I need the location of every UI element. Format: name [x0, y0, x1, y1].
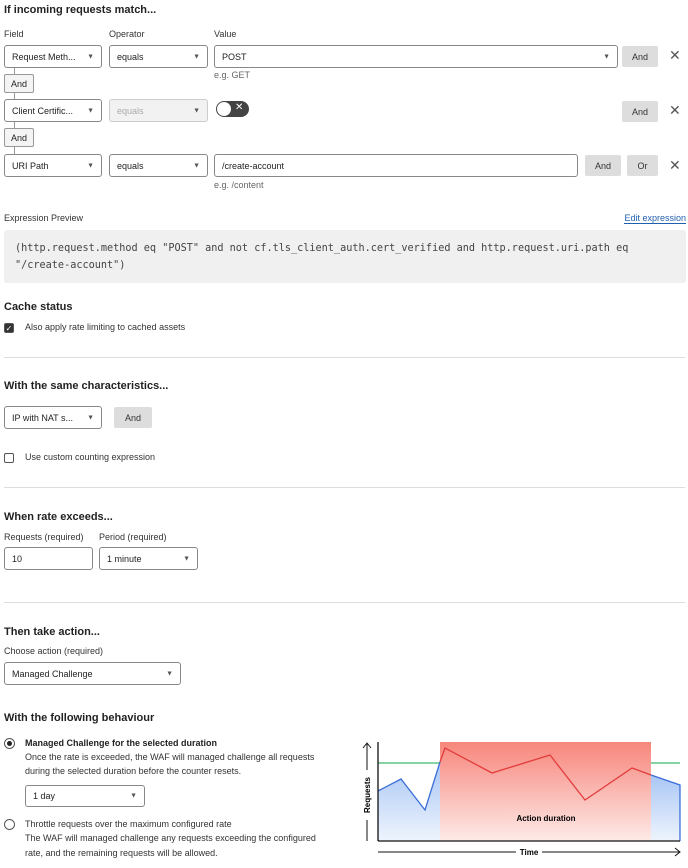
field-select-1[interactable]: Request Meth... ▼	[4, 45, 102, 68]
caret-down-icon: ▼	[193, 107, 200, 114]
cache-title: Cache status	[4, 301, 73, 313]
requests-line-normal	[650, 774, 681, 841]
caret-down-icon: ▼	[87, 414, 94, 421]
action-title: Then take action...	[4, 626, 100, 638]
value-text: POST	[222, 51, 247, 62]
option1-desc: Once the rate is exceeded, the WAF will …	[25, 752, 315, 762]
requests-line-normal	[377, 761, 441, 812]
caret-down-icon: ▼	[87, 53, 94, 60]
expression-label: Expression Preview	[4, 213, 84, 223]
action-value: Managed Challenge	[12, 668, 93, 679]
field-value: Client Certific...	[12, 105, 74, 116]
requests-label: Requests (required)	[4, 532, 84, 542]
period-label: Period (required)	[99, 532, 167, 542]
and-button-3[interactable]: And	[585, 155, 621, 176]
close-icon[interactable]: ✕	[669, 102, 681, 118]
caret-down-icon: ▼	[87, 162, 94, 169]
period-value: 1 minute	[107, 553, 142, 564]
characteristic-select[interactable]: IP with NAT s... ▼	[4, 406, 102, 429]
normal-area	[378, 762, 440, 841]
characteristic-value: IP with NAT s...	[12, 412, 74, 423]
option2-desc: rate, and the remaining requests will be…	[25, 848, 218, 858]
x-icon: ✕	[235, 102, 244, 113]
close-icon[interactable]: ✕	[669, 157, 681, 173]
arrow-up-icon	[362, 742, 372, 749]
field-select-2[interactable]: Client Certific... ▼	[4, 99, 102, 122]
cache-checkbox[interactable]: ✓	[4, 323, 14, 333]
caret-down-icon: ▼	[130, 792, 137, 800]
cache-checkbox-label: Also apply rate limiting to cached asset…	[25, 322, 186, 332]
match-title: If incoming requests match...	[4, 4, 157, 16]
requests-line-action	[439, 747, 652, 801]
field-select-3[interactable]: URI Path ▼	[4, 154, 102, 177]
y-axis-label: Requests	[363, 776, 372, 813]
custom-expression-label: Use custom counting expression	[25, 452, 156, 462]
expression-line: "/create-account")	[15, 260, 126, 271]
x-axis-label: Time	[520, 848, 539, 857]
expression-line: (http.request.method eq "POST" and not c…	[15, 243, 629, 254]
field-label: Field	[4, 29, 24, 39]
period-select[interactable]: 1 minute ▼	[99, 547, 198, 570]
throttle-radio[interactable]	[4, 819, 15, 830]
caret-down-icon: ▼	[183, 555, 190, 562]
value-label: Value	[214, 29, 237, 39]
behaviour-title: With the following behaviour	[4, 712, 155, 724]
connector-and-2[interactable]: And	[4, 128, 34, 147]
and-button-2[interactable]: And	[622, 101, 658, 122]
choose-action-label: Choose action (required)	[4, 646, 104, 656]
divider	[4, 487, 685, 488]
value-toggle[interactable]: ✕	[216, 101, 249, 117]
edit-expression-link[interactable]: Edit expression	[624, 213, 686, 224]
caret-down-icon: ▼	[166, 670, 173, 677]
and-button-1[interactable]: And	[622, 46, 658, 67]
field-value: Request Meth...	[12, 51, 76, 62]
operator-value: equals	[117, 51, 144, 62]
operator-select-2: equals ▼	[109, 99, 208, 122]
divider	[4, 602, 685, 603]
characteristics-title: With the same characteristics...	[4, 380, 169, 392]
rate-limit-illustration: Requests Time Action duration	[362, 742, 681, 857]
option2-title: Throttle requests over the maximum confi…	[25, 819, 232, 829]
operator-select-3[interactable]: equals ▼	[109, 154, 208, 177]
duration-value: 1 day	[33, 791, 56, 801]
value-hint-3: e.g. /content	[214, 180, 264, 190]
option1-title: Managed Challenge for the selected durat…	[25, 738, 218, 748]
operator-value: equals	[117, 105, 144, 116]
caret-down-icon: ▼	[87, 107, 94, 114]
action-duration-band	[440, 742, 651, 841]
action-select[interactable]: Managed Challenge ▼	[4, 662, 181, 685]
requests-input[interactable]: 10	[4, 547, 93, 570]
normal-area	[651, 775, 680, 841]
expression-preview: (http.request.method eq "POST" and not c…	[4, 230, 686, 283]
option1-desc: during the selected duration before the …	[25, 766, 242, 776]
connector-and-1[interactable]: And	[4, 74, 34, 93]
value-input-3[interactable]: /create-account	[214, 154, 578, 177]
characteristic-and-button[interactable]: And	[114, 407, 152, 428]
caret-down-icon: ▼	[193, 53, 200, 60]
caret-down-icon: ▼	[193, 162, 200, 169]
divider	[4, 357, 685, 358]
arrow-right-icon	[674, 847, 681, 857]
duration-select[interactable]: 1 day ▼	[25, 785, 145, 807]
value-select-1[interactable]: POST ▼	[214, 45, 618, 68]
managed-duration-radio[interactable]	[4, 738, 15, 749]
option2-desc: The WAF will managed challenge any reque…	[25, 833, 316, 843]
operator-label: Operator	[109, 29, 145, 39]
custom-expression-checkbox[interactable]	[4, 453, 14, 463]
rate-title: When rate exceeds...	[4, 511, 113, 523]
caret-down-icon: ▼	[603, 53, 610, 60]
operator-value: equals	[117, 160, 144, 171]
value-hint-1: e.g. GET	[214, 70, 251, 80]
operator-select-1[interactable]: equals ▼	[109, 45, 208, 68]
toggle-knob	[217, 102, 231, 116]
field-value: URI Path	[12, 160, 49, 171]
close-icon[interactable]: ✕	[669, 47, 681, 63]
or-button-3[interactable]: Or	[627, 155, 658, 176]
band-label: Action duration	[516, 814, 575, 823]
